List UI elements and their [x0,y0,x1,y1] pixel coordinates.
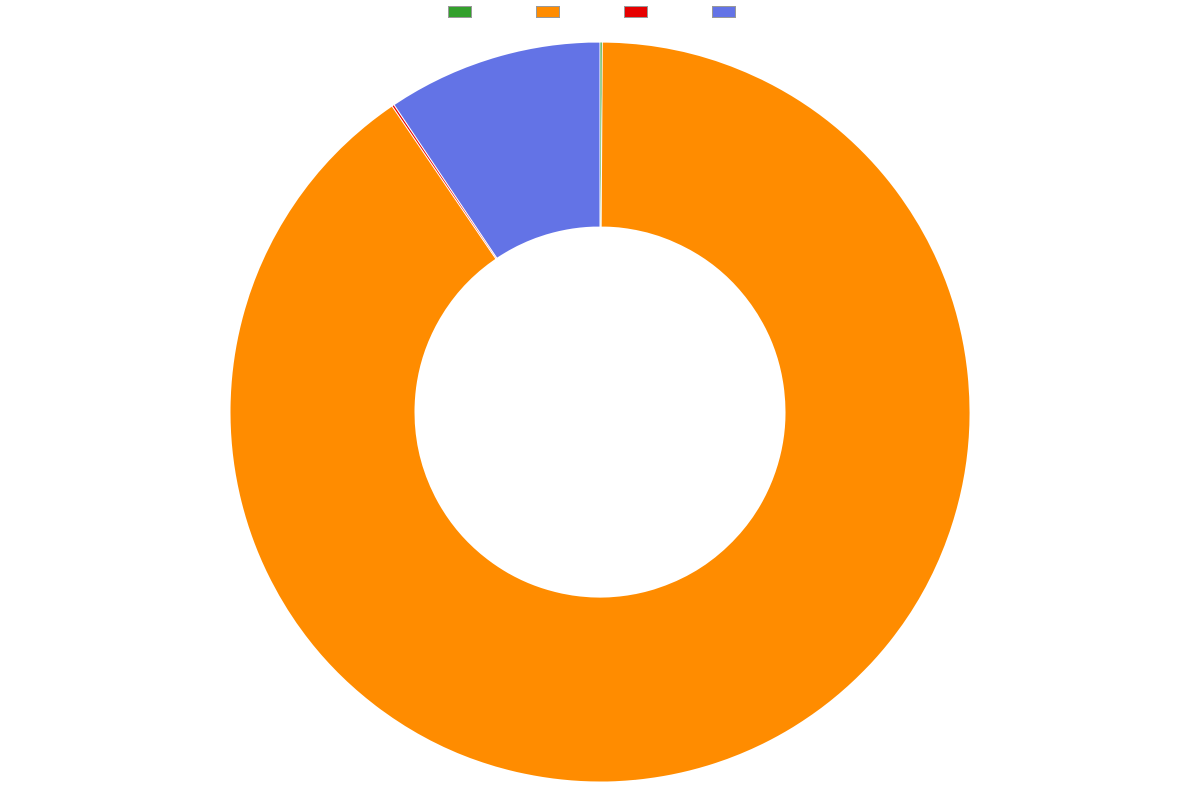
chart-legend [0,6,1200,18]
legend-item-2 [624,6,664,18]
legend-swatch-3 [712,6,736,18]
donut-chart [0,24,1200,800]
donut-chart-svg [0,24,1200,800]
legend-item-1 [536,6,576,18]
legend-item-3 [712,6,752,18]
legend-item-0 [448,6,488,18]
legend-swatch-0 [448,6,472,18]
legend-swatch-1 [536,6,560,18]
legend-swatch-2 [624,6,648,18]
